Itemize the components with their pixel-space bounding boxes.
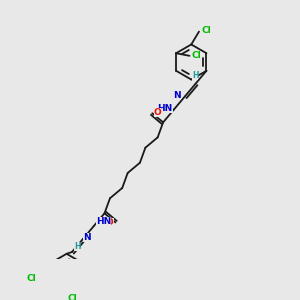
- Text: HN: HN: [158, 104, 173, 113]
- Text: Cl: Cl: [201, 26, 211, 35]
- Text: Cl: Cl: [192, 51, 201, 60]
- Text: O: O: [106, 218, 114, 227]
- Text: Cl: Cl: [68, 294, 78, 300]
- Text: N: N: [174, 91, 181, 100]
- Text: Cl: Cl: [26, 274, 36, 283]
- Text: H: H: [192, 71, 198, 80]
- Text: HN: HN: [96, 217, 112, 226]
- Text: H: H: [74, 242, 80, 251]
- Text: O: O: [154, 108, 161, 117]
- Text: N: N: [83, 232, 91, 242]
